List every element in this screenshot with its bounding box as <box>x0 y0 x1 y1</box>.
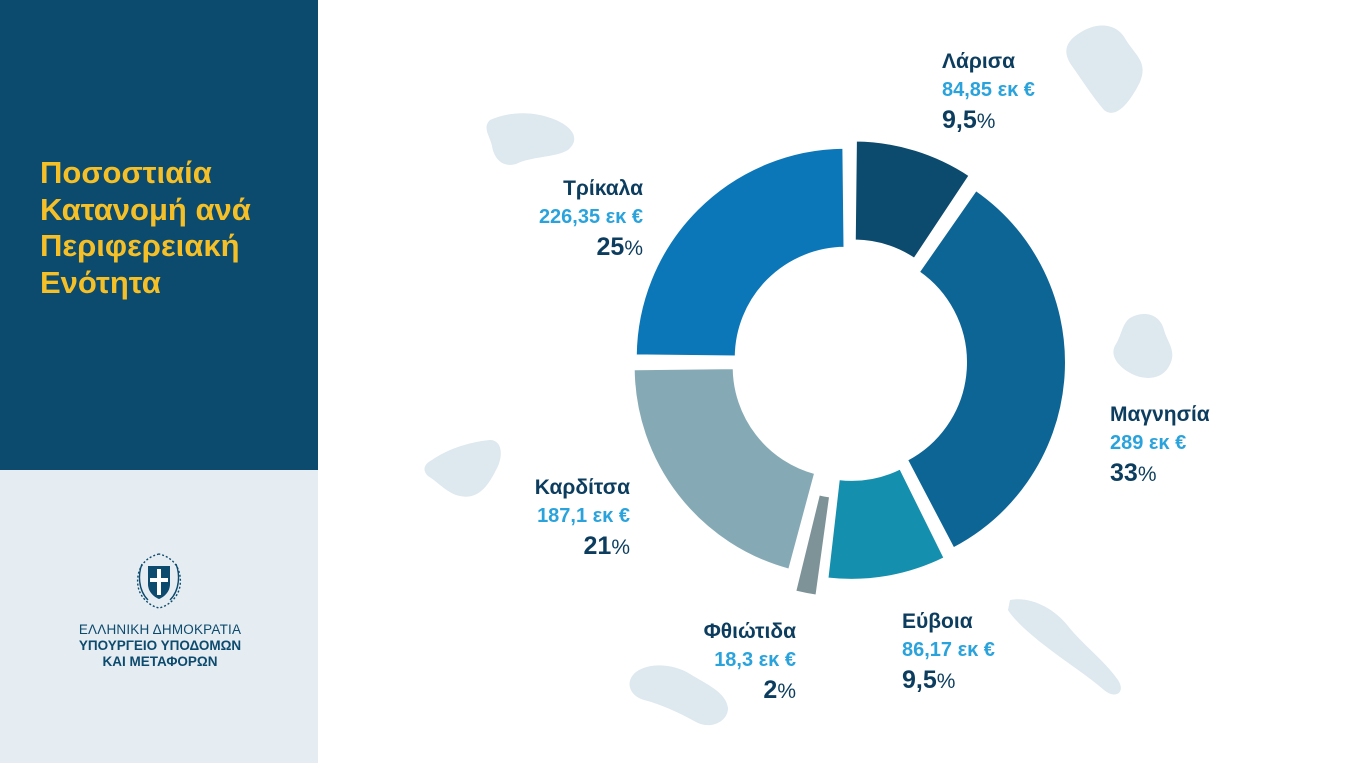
map-decorations <box>424 25 1173 726</box>
slice-name: Λάρισα <box>942 50 1016 73</box>
greek-emblem-icon <box>136 553 182 609</box>
slice-percent: 9,5% <box>942 106 996 134</box>
map-blob-icon <box>486 113 575 165</box>
slice-value: 226,35 εκ € <box>538 206 643 228</box>
title-panel: Ποσοστιαία Κατανομή ανά Περιφερειακή Ενό… <box>0 0 318 470</box>
slice-percent: 25% <box>596 233 644 261</box>
donut-slice-2 <box>905 188 1067 550</box>
map-blob-icon <box>1008 599 1121 695</box>
donut-slice-5 <box>632 367 817 571</box>
slice-value: 18,3 εκ € <box>714 649 796 671</box>
slice-name: Τρίκαλα <box>563 177 643 200</box>
slice-name: Εύβοια <box>902 610 973 633</box>
slice-percent: 2% <box>763 676 796 704</box>
map-blob-icon <box>629 665 728 726</box>
slice-name: Μαγνησία <box>1110 403 1210 426</box>
slice-label-magnisia: Μαγνησία 289 εκ € 33% <box>1110 404 1210 486</box>
slice-percent: 33% <box>1110 459 1157 487</box>
slice-value: 86,17 εκ € <box>902 639 995 661</box>
donut-slice-6 <box>634 146 846 358</box>
slice-label-larisa: Λάρισα 84,85 εκ € 9,5% <box>942 51 1035 133</box>
donut-slice-4 <box>794 493 832 597</box>
slice-label-evia: Εύβοια 86,17 εκ € 9,5% <box>902 611 995 693</box>
slice-percent: 9,5% <box>902 666 956 694</box>
slice-value: 187,1 εκ € <box>537 505 630 527</box>
organization-name: ΕΛΛΗΝΙΚΗ ΔΗΜΟΚΡΑΤΙΑ ΥΠΟΥΡΓΕΙΟ ΥΠΟΔΟΜΩΝ Κ… <box>40 621 280 670</box>
org-line-3: ΚΑΙ ΜΕΤΑΦΟΡΩΝ <box>102 654 218 669</box>
slice-name: Φθιώτιδα <box>703 620 796 643</box>
donut-slices <box>632 139 1067 597</box>
donut-slice-3 <box>826 467 946 581</box>
org-panel <box>0 470 318 763</box>
slice-label-trikala: Τρίκαλα 226,35 εκ € 25% <box>539 178 643 260</box>
map-blob-icon <box>1066 25 1143 113</box>
map-blob-icon <box>1113 314 1173 378</box>
slice-percent: 21% <box>583 532 631 560</box>
slice-name: Καρδίτσα <box>534 476 630 499</box>
org-line-1: ΕΛΛΗΝΙΚΗ ΔΗΜΟΚΡΑΤΙΑ <box>78 622 242 637</box>
page-title: Ποσοστιαία Κατανομή ανά Περιφερειακή Ενό… <box>40 155 251 300</box>
org-line-2: ΥΠΟΥΡΓΕΙΟ ΥΠΟΔΟΜΩΝ <box>78 638 242 653</box>
slice-value: 84,85 εκ € <box>942 79 1035 101</box>
slice-label-fthiotida: Φθιώτιδα 18,3 εκ € 2% <box>704 621 796 703</box>
donut-slice-1 <box>853 139 971 261</box>
slice-label-karditsa: Καρδίτσα 187,1 εκ € 21% <box>535 477 630 559</box>
slice-value: 289 εκ € <box>1110 432 1187 454</box>
donut-chart <box>424 25 1173 726</box>
map-blob-icon <box>424 440 501 497</box>
